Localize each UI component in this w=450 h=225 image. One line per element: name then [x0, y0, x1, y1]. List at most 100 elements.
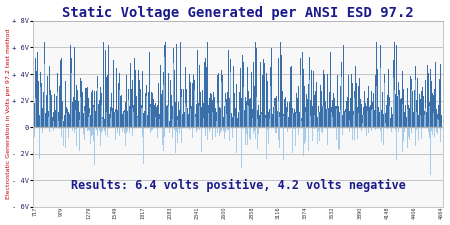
Bar: [267, 127, 268, 130]
Bar: [266, 73, 267, 127]
Bar: [372, 102, 373, 127]
Bar: [176, 127, 177, 133]
Bar: [166, 106, 167, 127]
Bar: [63, 121, 64, 127]
Bar: [188, 127, 189, 128]
Bar: [90, 127, 91, 131]
Bar: [61, 127, 62, 137]
Bar: [158, 83, 159, 127]
Bar: [259, 127, 260, 132]
Bar: [434, 89, 435, 127]
Bar: [126, 75, 127, 127]
Bar: [55, 99, 56, 127]
Bar: [274, 98, 275, 127]
Bar: [204, 62, 205, 127]
Bar: [322, 127, 323, 133]
Bar: [304, 86, 305, 127]
Bar: [232, 117, 233, 127]
Bar: [312, 106, 313, 127]
Bar: [294, 127, 295, 129]
Bar: [199, 127, 200, 130]
Bar: [247, 127, 248, 145]
Bar: [281, 127, 282, 128]
Bar: [38, 81, 39, 127]
Bar: [139, 80, 140, 127]
Bar: [247, 68, 248, 127]
Bar: [436, 127, 437, 133]
Bar: [109, 115, 110, 127]
Bar: [147, 115, 148, 127]
Bar: [78, 101, 79, 127]
Bar: [406, 117, 407, 127]
Bar: [191, 106, 192, 127]
Bar: [99, 110, 100, 127]
Bar: [80, 79, 81, 127]
Bar: [118, 83, 119, 127]
Bar: [416, 127, 417, 130]
Bar: [36, 71, 37, 127]
Bar: [248, 91, 249, 127]
Bar: [309, 57, 310, 127]
Bar: [256, 48, 257, 127]
Bar: [423, 96, 424, 127]
Bar: [143, 127, 144, 164]
Bar: [383, 114, 384, 127]
Bar: [327, 127, 328, 145]
Bar: [138, 70, 139, 127]
Bar: [47, 76, 48, 127]
Bar: [148, 127, 149, 138]
Bar: [365, 103, 366, 127]
Bar: [189, 74, 190, 127]
Bar: [395, 127, 396, 130]
Bar: [59, 109, 60, 127]
Bar: [430, 127, 431, 175]
Bar: [412, 127, 413, 128]
Bar: [317, 117, 318, 127]
Bar: [349, 127, 350, 132]
Bar: [369, 103, 370, 127]
Bar: [431, 127, 432, 130]
Bar: [315, 91, 316, 127]
Bar: [92, 90, 93, 127]
Bar: [69, 114, 70, 127]
Bar: [246, 112, 247, 127]
Bar: [395, 94, 396, 127]
Bar: [223, 117, 224, 127]
Bar: [57, 72, 58, 127]
Bar: [396, 127, 397, 160]
Bar: [345, 109, 346, 127]
Bar: [371, 127, 372, 131]
Bar: [43, 92, 44, 127]
Bar: [116, 68, 117, 127]
Bar: [411, 79, 412, 127]
Bar: [292, 127, 293, 153]
Bar: [76, 85, 77, 127]
Bar: [318, 127, 319, 131]
Bar: [426, 112, 427, 127]
Bar: [89, 127, 90, 131]
Bar: [411, 127, 412, 133]
Bar: [268, 127, 269, 144]
Bar: [260, 62, 261, 127]
Bar: [402, 71, 403, 127]
Bar: [366, 106, 367, 127]
Bar: [354, 127, 355, 140]
Bar: [276, 96, 277, 127]
Bar: [264, 63, 265, 127]
Bar: [391, 127, 392, 132]
Bar: [148, 103, 149, 127]
Bar: [387, 95, 388, 127]
Bar: [220, 127, 221, 133]
Bar: [415, 127, 416, 146]
Bar: [280, 42, 281, 127]
Bar: [295, 127, 296, 146]
Bar: [248, 127, 249, 128]
Bar: [381, 127, 382, 142]
Bar: [428, 72, 429, 127]
Bar: [364, 118, 365, 127]
Bar: [96, 91, 97, 127]
Bar: [52, 117, 53, 127]
Bar: [71, 58, 72, 127]
Bar: [437, 114, 438, 127]
Bar: [127, 111, 128, 127]
